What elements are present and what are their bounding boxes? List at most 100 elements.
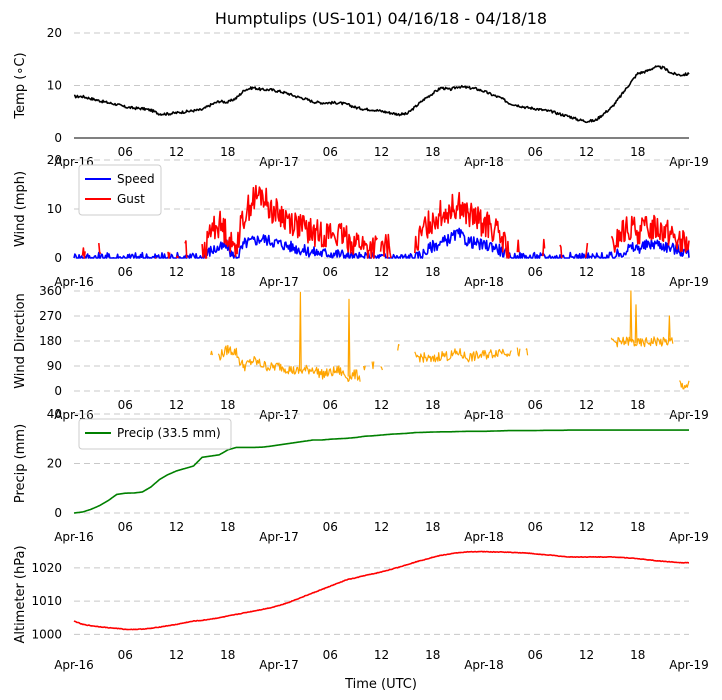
x-tick-label: 12: [374, 145, 389, 159]
x-tick-label: 06: [528, 648, 543, 662]
x-tick-label: 12: [374, 648, 389, 662]
panel-precip: 0 20 40 Precip (mm) Apr-16 06 12 18 Apr-17 06 12 18…: [13, 407, 709, 544]
x-tick-label: 12: [579, 520, 594, 534]
x-tick-label: Apr-17: [259, 275, 299, 289]
y-tick-label: 0: [54, 131, 62, 145]
y-tick-label: 90: [47, 359, 62, 373]
y-tick-label: 10: [47, 202, 62, 216]
x-axis-label: Time (UTC): [344, 677, 417, 692]
x-tick-label: 18: [220, 648, 235, 662]
x-tick-label: 06: [118, 520, 133, 534]
x-tick-label: 06: [528, 520, 543, 534]
y-tick-label: 1020: [31, 561, 62, 575]
x-tick-label: 06: [323, 145, 338, 159]
x-tick-label: Apr-17: [259, 408, 299, 422]
x-tick-label: Apr-18: [464, 530, 504, 544]
y-axis-label: Wind (mph): [13, 171, 28, 247]
x-tick-label: Apr-16: [54, 530, 94, 544]
x-tick-label: 12: [579, 145, 594, 159]
y-axis-label: Temp (∘C): [13, 52, 28, 119]
x-tick-label: Apr-19: [669, 155, 709, 169]
x-tick-label: 06: [323, 520, 338, 534]
series-line-temp: [73, 65, 690, 124]
x-tick-label: 06: [118, 398, 133, 412]
x-tick-label: Apr-18: [464, 408, 504, 422]
x-tick-label: 12: [169, 145, 184, 159]
series-line-direction: [210, 290, 690, 390]
x-tick-label: 12: [374, 398, 389, 412]
legend-label: Precip (33.5 mm): [117, 426, 221, 440]
y-tick-label: 270: [39, 309, 62, 323]
x-tick-label: Apr-17: [259, 658, 299, 672]
panel-wind: 0 10 20 Wind (mph) Apr-16 06 12 18 Apr-17 06 12 18 A…: [13, 153, 709, 289]
y-tick-label: 1010: [31, 594, 62, 608]
x-tick-label: 12: [169, 398, 184, 412]
x-tick-label: 18: [220, 145, 235, 159]
x-tick-label: 18: [425, 520, 440, 534]
legend: Speed Gust: [78, 164, 162, 216]
x-tick-label: 12: [169, 265, 184, 279]
x-tick-label: 12: [374, 520, 389, 534]
series-line-precip: [73, 429, 689, 514]
x-tick-label: 06: [118, 145, 133, 159]
x-tick-label: 06: [528, 145, 543, 159]
x-tick-label: Apr-16: [54, 658, 94, 672]
x-tick-label: 12: [579, 398, 594, 412]
x-tick-label: 06: [323, 265, 338, 279]
x-tick-label: Apr-19: [669, 275, 709, 289]
x-tick-label: 06: [528, 265, 543, 279]
x-tick-label: 18: [630, 145, 645, 159]
series-line-gust: [81, 184, 690, 259]
x-tick-label: Apr-19: [669, 658, 709, 672]
y-tick-label: 0: [54, 384, 62, 398]
x-tick-label: Apr-18: [464, 155, 504, 169]
series-line-altimeter: [73, 550, 690, 631]
x-tick-label: 06: [118, 648, 133, 662]
x-tick-label: 18: [425, 145, 440, 159]
y-tick-label: 20: [47, 26, 62, 40]
legend-box: [78, 164, 162, 216]
x-tick-label: Apr-19: [669, 408, 709, 422]
x-tick-label: 18: [630, 398, 645, 412]
legend-label: Gust: [117, 192, 145, 206]
x-tick-label: 06: [118, 265, 133, 279]
x-tick-label: 06: [323, 648, 338, 662]
x-tick-label: 06: [323, 398, 338, 412]
x-tick-label: 12: [169, 648, 184, 662]
x-tick-label: Apr-18: [464, 275, 504, 289]
y-tick-label: 0: [54, 251, 62, 265]
y-axis-label: Precip (mm): [13, 424, 28, 503]
x-tick-label: Apr-17: [259, 155, 299, 169]
x-tick-label: 18: [425, 648, 440, 662]
legend-box: [78, 418, 232, 450]
x-tick-label: 18: [630, 520, 645, 534]
x-tick-label: 18: [220, 265, 235, 279]
x-tick-label: 18: [630, 265, 645, 279]
x-tick-label: Apr-17: [259, 530, 299, 544]
y-tick-label: 1000: [31, 627, 62, 641]
x-tick-label: 18: [425, 265, 440, 279]
y-tick-label: 360: [39, 284, 62, 298]
y-tick-label: 20: [47, 457, 62, 471]
x-tick-label: 18: [220, 398, 235, 412]
x-tick-label: 18: [220, 520, 235, 534]
x-tick-label: 18: [425, 398, 440, 412]
legend: Precip (33.5 mm): [78, 418, 232, 450]
y-tick-label: 10: [47, 79, 62, 93]
x-tick-label: 12: [579, 648, 594, 662]
legend-label: Speed: [117, 172, 155, 186]
x-tick-label: 06: [528, 398, 543, 412]
x-tick-label: 12: [374, 265, 389, 279]
x-tick-label: 12: [579, 265, 594, 279]
y-tick-label: 0: [54, 506, 62, 520]
x-tick-label: 18: [630, 648, 645, 662]
y-tick-label: 180: [39, 334, 62, 348]
y-tick-label: 40: [47, 407, 62, 421]
x-tick-label: Apr-18: [464, 658, 504, 672]
x-tick-label: Apr-19: [669, 530, 709, 544]
